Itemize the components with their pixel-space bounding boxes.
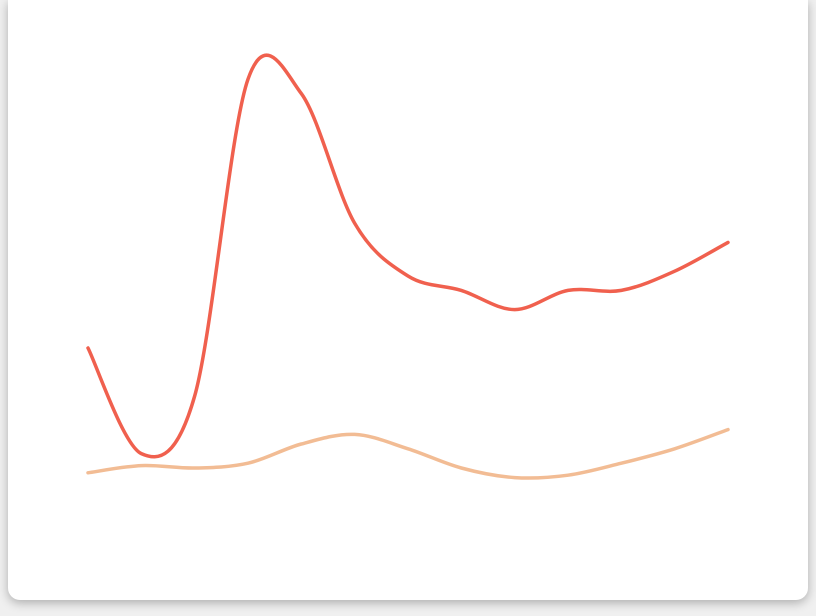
series-1-line [86,53,730,459]
chart-card [8,0,808,600]
series-2-line [86,427,730,480]
line-chart [86,53,730,480]
